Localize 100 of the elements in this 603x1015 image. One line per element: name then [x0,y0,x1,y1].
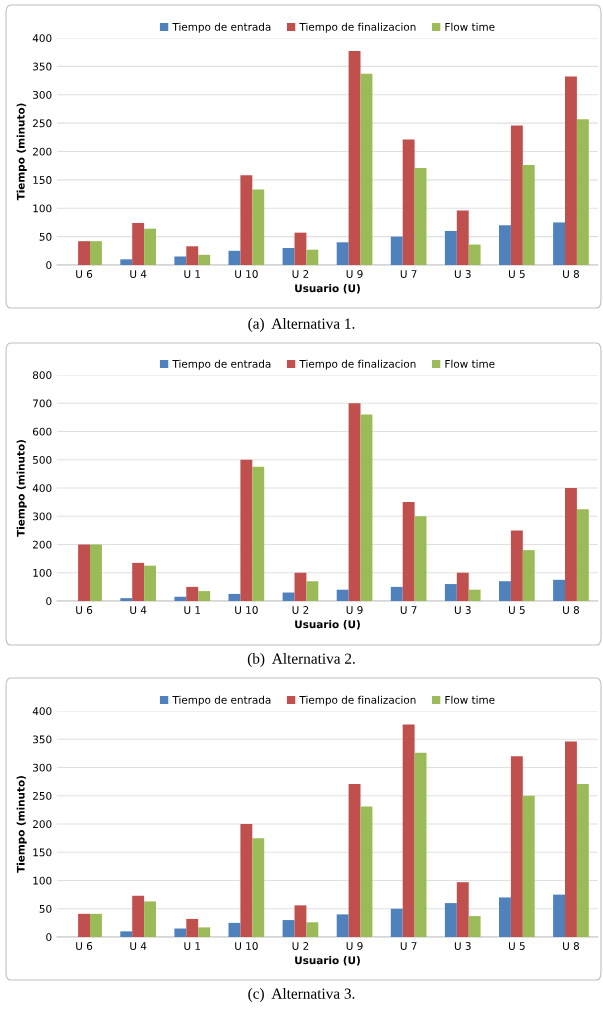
y-tick-label: 400 [32,34,52,43]
y-tick-label: 500 [33,455,52,464]
bar [402,724,415,937]
x-axis-title: Usuario (U) [295,956,360,966]
bar [456,210,469,265]
y-tick-label: 200 [33,820,52,829]
bar [468,916,481,937]
x-tick-label: U 9 [346,270,363,278]
bar [553,222,565,265]
bar [576,509,589,601]
x-tick-label: U 3 [454,942,471,950]
y-tick-label: 50 [39,904,52,913]
y-tick-label: 200 [33,540,52,549]
bar [414,752,427,937]
bar [522,795,535,937]
bar [444,584,457,601]
bar [252,838,265,937]
y-axis-title: Tiempo (minuto) [16,440,27,537]
bar [174,596,187,601]
bar [186,246,199,265]
bar [576,783,589,937]
bar [174,928,187,937]
legend-label: Tiempo de finalizacion [299,359,416,370]
bar [348,403,361,601]
legend-label: Tiempo de finalizacion [299,695,416,706]
y-tick-label: 50 [39,232,52,241]
x-tick-label: U 1 [184,606,201,614]
x-tick-label: U 10 [235,270,258,278]
y-tick-label: 300 [33,512,52,521]
y-axis-title: Tiempo (minuto) [16,103,27,201]
x-tick-label: U 7 [400,270,417,278]
x-tick-label: U 8 [563,270,580,278]
bar [499,581,511,601]
y-tick-label: 600 [32,427,52,436]
y-tick-label: 150 [33,176,52,184]
x-tick-label: U 10 [235,606,258,614]
bar [78,544,90,601]
x-tick-label: U 6 [76,942,93,950]
bar [132,895,145,937]
bar [144,901,156,937]
bar [90,544,102,601]
x-tick-label: U 3 [454,270,471,278]
bar [510,756,523,937]
x-tick-label: U 1 [184,942,201,950]
bar [510,125,523,265]
x-tick-label: U 8 [563,942,580,950]
x-tick-label: U 8 [563,606,580,614]
x-tick-label: U 4 [130,606,147,614]
bar [198,927,211,937]
bar [120,931,133,937]
x-tick-label: U 9 [346,942,363,950]
x-axis-title: Usuario (U) [295,284,360,294]
y-tick-label: 200 [33,147,52,156]
bar [294,572,307,601]
x-axis-title: Usuario (U) [295,620,360,630]
bar [402,139,415,265]
y-tick-label: 350 [33,62,52,71]
bar [240,824,253,937]
x-tick-label: U 4 [130,270,147,278]
bar [348,51,361,265]
x-tick-label: U 2 [292,270,309,278]
y-tick-label: 400 [32,484,52,493]
bar [402,502,415,601]
bar [186,586,199,601]
bar [553,894,565,937]
bar [120,598,133,601]
y-tick-label: 250 [33,119,52,128]
legend-label: Tiempo de finalizacion [299,22,416,33]
legend-label: Flow time [445,22,495,31]
text: (a) Alternativa 1. [248,318,355,332]
bar [240,175,253,265]
bar [576,119,589,265]
x-tick-label: U 1 [184,270,201,278]
bar [499,225,511,265]
bar [78,913,90,937]
x-tick-label: U 10 [235,942,258,950]
x-tick-label: U 5 [508,270,525,278]
bar [444,903,457,937]
bar [390,586,403,601]
bar [414,516,427,601]
y-tick-label: 0 [46,933,52,942]
bar [444,230,457,265]
y-tick-label: 350 [33,735,52,744]
y-tick-label: 300 [33,90,52,99]
x-tick-label: U 2 [292,606,309,614]
bar [132,223,145,265]
bar [456,882,469,937]
bar [252,466,265,601]
bar [553,579,565,601]
y-tick-label: 400 [32,707,52,716]
bar [360,414,373,601]
bar [348,783,361,937]
y-tick-label: 250 [33,791,52,800]
legend-label: Flow time [445,359,495,368]
x-tick-label: U 3 [454,606,471,614]
x-tick-label: U 5 [508,606,525,614]
bar [360,73,373,265]
bar [228,593,241,601]
bar [78,241,90,265]
y-tick-label: 100 [33,568,52,577]
